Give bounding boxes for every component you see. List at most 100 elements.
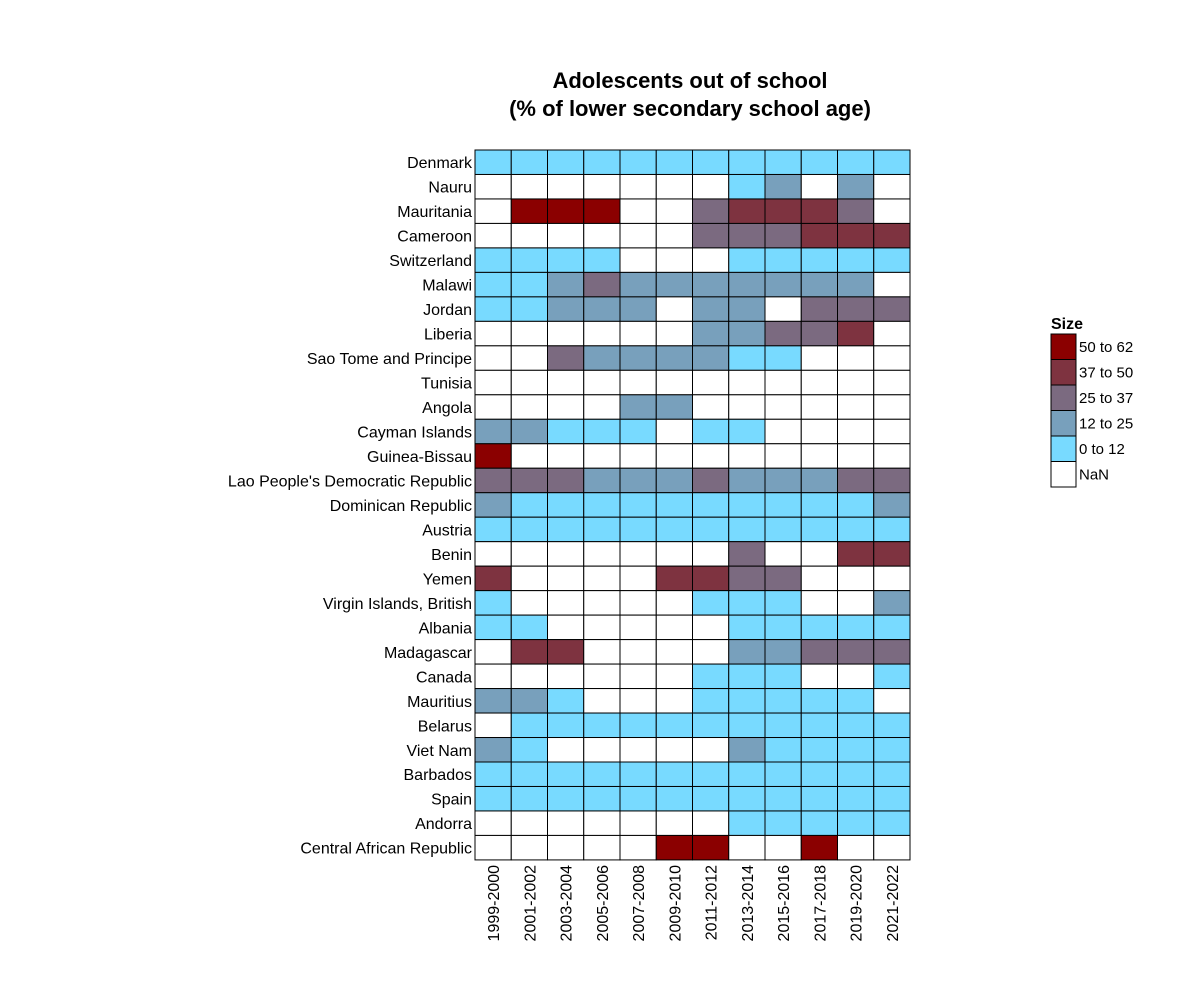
heatmap-cell <box>619 320 657 347</box>
legend-swatch <box>1050 435 1077 462</box>
heatmap-cell <box>510 369 548 396</box>
heatmap-cell <box>873 467 911 494</box>
heatmap-cell <box>692 785 730 812</box>
heatmap-cell <box>474 712 512 739</box>
heatmap-cell <box>583 565 621 592</box>
heatmap-cell <box>583 247 621 273</box>
heatmap-cell <box>800 541 838 567</box>
heatmap-cell <box>837 271 875 298</box>
heatmap-cell <box>547 663 585 690</box>
heatmap-cell <box>655 565 693 592</box>
heatmap-cell <box>873 345 911 371</box>
heatmap-cell <box>692 467 730 494</box>
heatmap-cell <box>800 810 838 836</box>
heatmap-cell <box>510 712 548 739</box>
heatmap-cell <box>800 516 838 543</box>
heatmap-cell <box>655 810 693 836</box>
x-tick-label: 2015-2016 <box>776 865 793 942</box>
y-tick-label: Sao Tome and Principe <box>307 351 472 368</box>
heatmap-cell <box>655 345 693 371</box>
heatmap-cell <box>692 369 730 396</box>
heatmap-cell <box>728 761 766 787</box>
heatmap-cell <box>655 663 693 690</box>
heatmap-cell <box>619 345 657 371</box>
heatmap-cell <box>692 639 730 665</box>
heatmap-cell <box>583 834 621 861</box>
heatmap-cell <box>800 590 838 616</box>
heatmap-cell <box>837 320 875 347</box>
heatmap-cell <box>510 810 548 836</box>
heatmap-cell <box>619 394 657 420</box>
heatmap-cell <box>547 712 585 739</box>
heatmap-cell <box>547 296 585 322</box>
heatmap-cell <box>764 222 802 249</box>
y-tick-label: Jordan <box>423 302 472 319</box>
x-tick-label: 2021-2022 <box>885 865 902 942</box>
heatmap-cell <box>873 394 911 420</box>
heatmap-cell <box>728 712 766 739</box>
y-tick-label: Virgin Islands, British <box>323 596 472 613</box>
heatmap-cell <box>474 271 512 298</box>
heatmap-cell <box>474 810 512 836</box>
heatmap-cell <box>837 247 875 273</box>
heatmap-cell <box>873 565 911 592</box>
heatmap-cell <box>655 761 693 787</box>
y-tick-label: Dominican Republic <box>330 498 472 515</box>
heatmap-cell <box>655 541 693 567</box>
heatmap-cell <box>837 639 875 665</box>
y-tick-label: Spain <box>431 792 472 809</box>
x-tick-label: 1999-2000 <box>486 865 503 942</box>
heatmap-cell <box>764 737 802 763</box>
heatmap-cell <box>619 418 657 445</box>
x-tick-label: 2005-2006 <box>595 865 612 942</box>
heatmap-cell <box>764 418 802 445</box>
heatmap-cell <box>547 443 585 469</box>
heatmap-cell <box>837 345 875 371</box>
heatmap-cell <box>547 834 585 861</box>
heatmap-cell <box>728 173 766 200</box>
heatmap-cell <box>692 761 730 787</box>
heatmap-cell <box>728 443 766 469</box>
heatmap-cell <box>692 345 730 371</box>
y-tick-label: Albania <box>419 620 472 637</box>
heatmap-cell <box>510 737 548 763</box>
heatmap-cell <box>837 492 875 518</box>
heatmap-cell <box>728 198 766 224</box>
heatmap-cell <box>510 198 548 224</box>
heatmap-cell <box>583 173 621 200</box>
heatmap-cell <box>583 712 621 739</box>
heatmap-cell <box>510 443 548 469</box>
heatmap-cell <box>510 639 548 665</box>
y-tick-label: Cayman Islands <box>357 425 472 442</box>
chart-title-line-1: Adolescents out of school <box>552 68 827 93</box>
heatmap-cell <box>619 810 657 836</box>
heatmap-cell <box>837 394 875 420</box>
x-tick-label: 2007-2008 <box>631 865 648 942</box>
y-tick-label: Madagascar <box>384 645 473 662</box>
heatmap-cell <box>873 369 911 396</box>
heatmap-cell <box>764 247 802 273</box>
heatmap-cell <box>474 418 512 445</box>
heatmap-cell <box>837 173 875 200</box>
heatmap-cell <box>728 785 766 812</box>
heatmap-cell <box>873 785 911 812</box>
heatmap-cell <box>619 590 657 616</box>
heatmap-cell <box>583 737 621 763</box>
heatmap-cell <box>655 271 693 298</box>
heatmap-cell <box>692 198 730 224</box>
heatmap-cell <box>655 737 693 763</box>
heatmap-cell <box>510 516 548 543</box>
heatmap-cell <box>583 663 621 690</box>
heatmap-cell <box>547 222 585 249</box>
y-tick-label: Switzerland <box>389 253 472 270</box>
heatmap-cell <box>547 149 585 175</box>
heatmap-cell <box>655 369 693 396</box>
heatmap-cell <box>619 149 657 175</box>
heatmap-cell <box>764 761 802 787</box>
heatmap-cell <box>583 639 621 665</box>
heatmap-cell <box>474 663 512 690</box>
heatmap-cell <box>619 565 657 592</box>
heatmap-cell <box>583 614 621 641</box>
heatmap-cell <box>474 467 512 494</box>
heatmap-cell <box>800 369 838 396</box>
